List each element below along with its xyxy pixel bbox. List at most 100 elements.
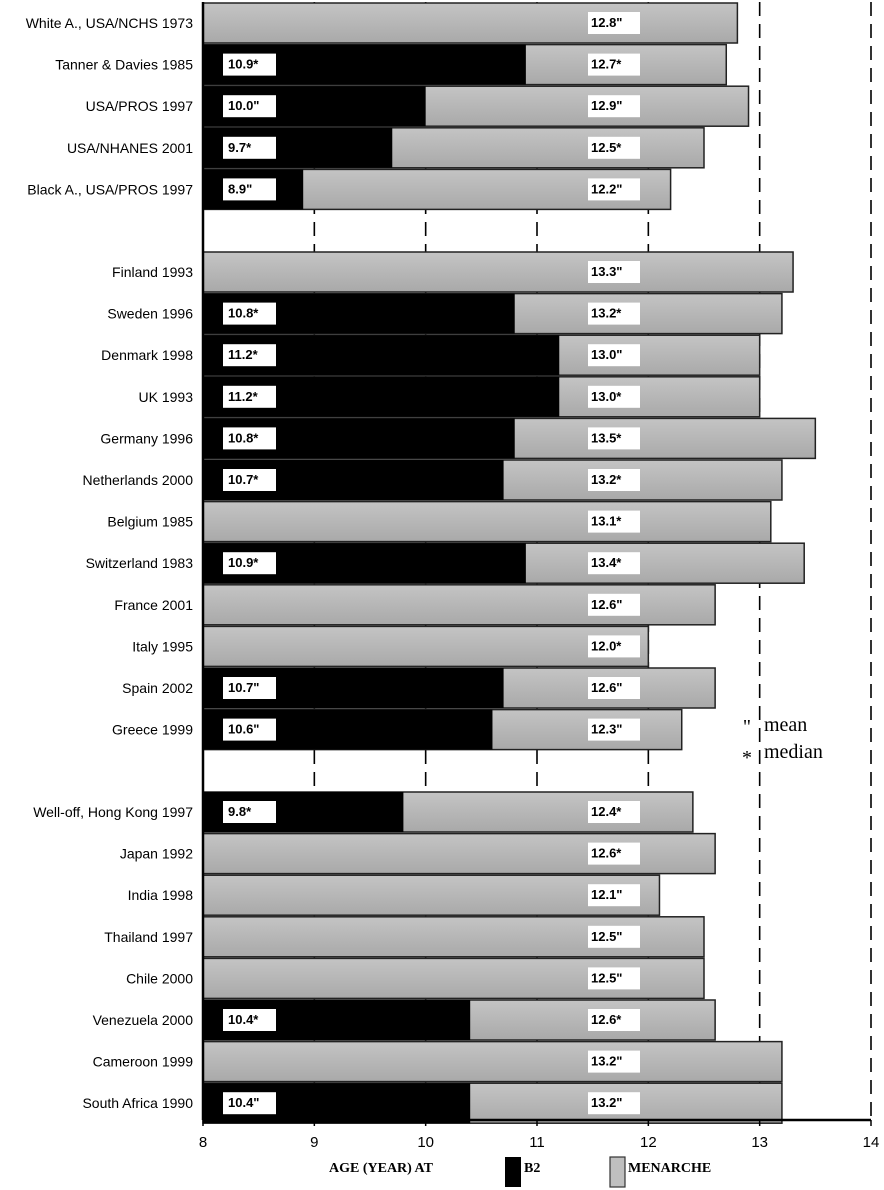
b2-value-label: 8.9"	[228, 181, 252, 196]
marker-meaning: median	[764, 741, 823, 763]
menarche-value-label: 13.2"	[591, 1054, 622, 1069]
row-label: Japan 1992	[120, 846, 193, 862]
menarche-label-box	[588, 1009, 640, 1031]
x-tick-label: 10	[417, 1134, 434, 1151]
row-label: Spain 2002	[122, 680, 193, 696]
menarche-bar	[202, 874, 661, 916]
menarche-label-box	[588, 801, 640, 823]
menarche-value-label: 12.1"	[591, 887, 622, 902]
legend-menarche-label: MENARCHE	[628, 1161, 711, 1176]
legend-b2-swatch	[505, 1157, 521, 1187]
menarche-value-label: 13.1*	[591, 514, 622, 529]
b2-value-label: 10.4"	[228, 1095, 259, 1110]
menarche-label-box	[588, 925, 640, 948]
row-label: UK 1993	[139, 389, 194, 405]
menarche-value-label: 13.2*	[591, 472, 622, 487]
menarche-value-label: 12.2"	[591, 181, 622, 196]
b2-value-label: 10.6"	[228, 722, 259, 737]
row-label: Thailand 1997	[104, 929, 193, 945]
row-label: Greece 1999	[112, 722, 193, 738]
menarche-value-label: 12.6*	[591, 1012, 622, 1027]
menarche-label-box	[588, 842, 640, 865]
b2-label-box	[223, 385, 276, 408]
menarche-label-box	[588, 261, 640, 283]
x-tick-label: 8	[199, 1134, 207, 1151]
menarche-bar	[202, 251, 794, 293]
menarche-value-label: 13.0"	[591, 347, 622, 362]
legend-menarche-swatch	[609, 1156, 626, 1188]
row-label: Chile 2000	[126, 970, 193, 986]
row-label: Black A., USA/PROS 1997	[27, 181, 193, 197]
row-label: Venezuela 2000	[93, 1012, 194, 1028]
menarche-label-box	[588, 95, 640, 118]
x-tick-label: 14	[863, 1134, 880, 1151]
x-tick-label: 13	[751, 1134, 768, 1151]
menarche-label-box	[588, 53, 640, 76]
menarche-label-box	[588, 593, 640, 616]
row-label: Cameroon 1999	[93, 1054, 194, 1070]
b2-value-label: 10.7*	[228, 472, 259, 487]
menarche-value-label: 13.2*	[591, 306, 622, 321]
menarche-value-label: 12.3"	[591, 722, 622, 737]
b2-label-box	[223, 552, 276, 575]
row-label: South Africa 1990	[82, 1095, 193, 1111]
menarche-label-box	[588, 718, 640, 741]
row-label: Finland 1993	[112, 264, 193, 280]
menarche-value-label: 12.0*	[591, 638, 622, 653]
menarche-value-label: 13.2"	[591, 1095, 622, 1110]
menarche-label-box	[588, 677, 640, 699]
menarche-label-box	[588, 635, 640, 658]
row-label: Sweden 1996	[107, 306, 193, 322]
menarche-value-label: 13.5*	[591, 430, 622, 445]
menarche-value-label: 13.4*	[591, 555, 622, 570]
b2-label-box	[223, 53, 276, 76]
menarche-label-box	[588, 427, 640, 450]
menarche-value-label: 12.5"	[591, 970, 622, 985]
menarche-bar	[202, 916, 705, 958]
menarche-label-box	[588, 136, 640, 159]
menarche-value-label: 12.9"	[591, 98, 622, 113]
menarche-label-box	[588, 178, 640, 201]
row-label: Tanner & Davies 1985	[55, 57, 193, 73]
row-label: Netherlands 2000	[82, 472, 193, 488]
b2-value-label: 10.9*	[228, 57, 259, 72]
menarche-label-box	[588, 385, 640, 408]
row-label: Switzerland 1983	[86, 555, 194, 571]
menarche-label-box	[588, 1050, 640, 1073]
b2-value-label: 10.7"	[228, 680, 259, 695]
menarche-value-label: 12.5"	[591, 929, 622, 944]
row-label: Italy 1995	[132, 638, 193, 654]
menarche-value-label: 13.0*	[591, 389, 622, 404]
b2-label-box	[223, 427, 276, 450]
menarche-label-box	[588, 302, 640, 325]
menarche-label-box	[588, 884, 640, 907]
row-label: Denmark 1998	[101, 347, 193, 363]
row-label: Germany 1996	[100, 430, 193, 446]
menarche-value-label: 12.5*	[591, 140, 622, 155]
b2-label-box	[223, 1092, 276, 1115]
b2-label-box	[223, 469, 276, 491]
b2-value-label: 10.4*	[228, 1012, 259, 1027]
x-tick-label: 11	[529, 1134, 545, 1151]
menarche-label-box	[588, 12, 640, 34]
legend-b2-label: B2	[524, 1161, 540, 1176]
row-label: Well-off, Hong Kong 1997	[33, 804, 193, 820]
menarche-value-label: 12.6"	[591, 680, 622, 695]
menarche-bar	[202, 1040, 783, 1083]
menarche-label-box	[588, 510, 640, 533]
b2-label-box	[223, 677, 276, 699]
menarche-value-label: 12.7*	[591, 57, 622, 72]
menarche-value-label: 12.4*	[591, 804, 622, 819]
row-label: USA/NHANES 2001	[67, 140, 193, 156]
b2-value-label: 10.9*	[228, 555, 259, 570]
b2-value-label: 10.8*	[228, 306, 259, 321]
marker-meaning: mean	[764, 714, 807, 736]
b2-label-box	[223, 136, 276, 159]
b2-value-label: 9.8*	[228, 804, 252, 819]
marker-symbol: "	[743, 716, 751, 738]
b2-value-label: 9.7*	[228, 140, 252, 155]
marker-symbol: *	[742, 747, 752, 769]
b2-label-box	[223, 801, 276, 823]
x-tick-label: 9	[310, 1134, 318, 1151]
